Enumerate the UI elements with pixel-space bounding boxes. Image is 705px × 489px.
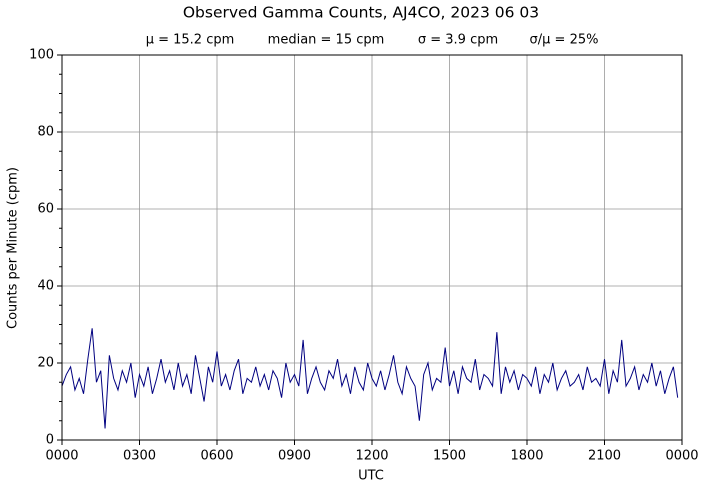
- x-tick-label: 1500: [433, 449, 466, 464]
- y-tick-label: 100: [29, 48, 54, 63]
- x-tick-label: 0600: [200, 449, 233, 464]
- stat-sigma: σ = 3.9 cpm: [418, 33, 498, 48]
- plot-frame: [61, 54, 683, 441]
- y-tick-label: 20: [37, 356, 54, 371]
- stat-mean: μ = 15.2 cpm: [146, 33, 235, 48]
- y-tick-label: 60: [37, 202, 54, 217]
- y-axis-label: Counts per Minute (cpm): [6, 167, 21, 329]
- x-tick-label: 0000: [665, 449, 698, 464]
- x-tick-label: 2100: [588, 449, 621, 464]
- y-tick-label: 80: [37, 125, 54, 140]
- x-tick-label: 0300: [123, 449, 156, 464]
- x-tick-label: 0000: [45, 449, 78, 464]
- x-tick-label: 1800: [510, 449, 543, 464]
- x-tick-label: 1200: [355, 449, 388, 464]
- y-tick-label: 40: [37, 279, 54, 294]
- data-line: [61, 328, 679, 429]
- stat-median: median = 15 cpm: [268, 33, 385, 48]
- chart-title: Observed Gamma Counts, AJ4CO, 2023 06 03: [183, 4, 539, 22]
- x-tick-label: 0900: [278, 449, 311, 464]
- x-axis-label: UTC: [358, 469, 384, 484]
- y-tick-label: 0: [46, 433, 54, 448]
- stat-cv: σ/μ = 25%: [530, 33, 599, 48]
